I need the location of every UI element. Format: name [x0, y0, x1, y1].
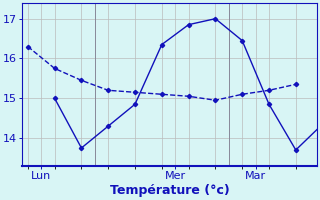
X-axis label: Température (°c): Température (°c) [110, 184, 230, 197]
